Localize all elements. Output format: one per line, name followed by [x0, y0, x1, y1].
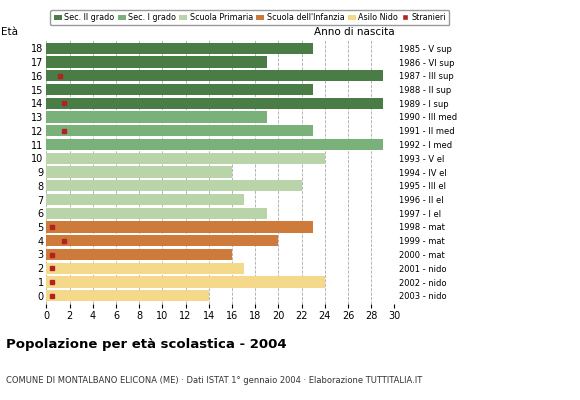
Bar: [46, 276, 325, 288]
Bar: [46, 166, 232, 178]
Bar: [46, 70, 383, 81]
Bar: [46, 249, 232, 260]
Bar: [46, 263, 244, 274]
Bar: [46, 180, 302, 191]
Bar: [46, 290, 209, 301]
Text: COMUNE DI MONTALBANO ELICONA (ME) · Dati ISTAT 1° gennaio 2004 · Elaborazione TU: COMUNE DI MONTALBANO ELICONA (ME) · Dati…: [6, 376, 422, 385]
Bar: [46, 139, 383, 150]
Bar: [46, 56, 267, 68]
Bar: [46, 153, 325, 164]
Bar: [46, 221, 313, 233]
Legend: Sec. II grado, Sec. I grado, Scuola Primaria, Scuola dell'Infanzia, Asilo Nido, : Sec. II grado, Sec. I grado, Scuola Prim…: [50, 10, 450, 26]
Bar: [46, 235, 278, 246]
Bar: [46, 208, 267, 219]
Bar: [46, 98, 383, 109]
Text: Età: Età: [1, 27, 18, 37]
Bar: [46, 84, 313, 95]
Text: Anno di nascita: Anno di nascita: [314, 27, 394, 37]
Text: Popolazione per età scolastica - 2004: Popolazione per età scolastica - 2004: [6, 338, 287, 351]
Bar: [46, 194, 244, 205]
Bar: [46, 111, 267, 123]
Bar: [46, 125, 313, 136]
Bar: [46, 43, 313, 54]
